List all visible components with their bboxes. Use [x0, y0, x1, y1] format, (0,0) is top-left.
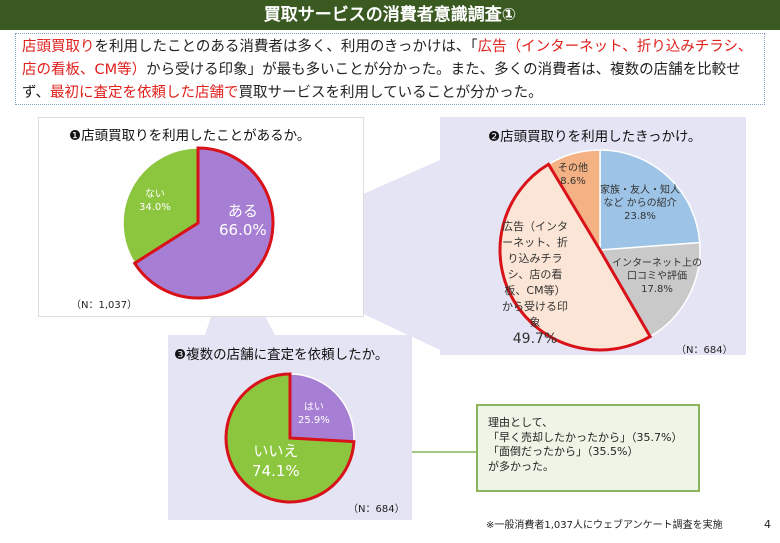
slice-label: 広告（インターネット、折り込みチラシ、店の看板、CM等）から受ける印象 49.7% [502, 220, 568, 347]
summary-part: を利用したことのある消費者は多く、利用のきっかけは、「 [94, 39, 478, 55]
summary-part: 買取サービスを利用していることが分かった。 [238, 85, 543, 101]
chart-title: ❷店頭買取りを利用したきっかけ。 [488, 129, 702, 145]
chart-panel-q3: ❸複数の店舗に査定を依頼したか。 はい 25.9% いいえ 74.1% （N：684… [168, 335, 412, 520]
chart-title: ❶店頭買取りを利用したことがあるか。 [69, 128, 311, 144]
slice-label: ある 66.0% [219, 202, 267, 239]
reason-line: が多かった。 [488, 459, 554, 473]
reason-line: 理由として、 [488, 416, 554, 429]
pie-slice [599, 149, 701, 251]
page-number: 4 [764, 518, 771, 531]
slice-label: その他 8.6% [558, 163, 588, 187]
reason-box: 理由として、 「早く売却したかったから」（35.7%） 「面倒だったから」（35… [476, 404, 700, 492]
sample-size: （N：684） [348, 504, 405, 515]
pie-slice [289, 373, 355, 443]
summary-part: 店頭買取り [22, 39, 95, 55]
chart-panel-q1: ❶店頭買取りを利用したことがあるか。 ある 66.0% ない 34.0% （N：1,… [38, 117, 364, 317]
highlight-outline [224, 372, 356, 504]
page-title: 買取サービスの消費者意識調査① [0, 0, 780, 30]
footnote: ※一般消費者1,037人にウェブアンケート調査を実施 [486, 520, 723, 531]
reason-line: 「早く売却したかったから」（35.7%） [488, 430, 683, 444]
slice-label: はい 25.9% [298, 402, 330, 426]
sample-size: （N：1,037） [71, 300, 138, 311]
slice-label: ない 34.0% [139, 189, 171, 213]
highlight-outline [132, 146, 275, 300]
pie-chart-q2 [498, 149, 701, 352]
pie-chart-q1 [122, 146, 275, 300]
summary-part: 最初に査定を依頼した店舗で [50, 85, 239, 101]
chart-title: ❸複数の店舗に査定を依頼したか。 [174, 347, 389, 363]
sample-size: （N：684） [676, 345, 733, 356]
chart-panel-q2: ❷店頭買取りを利用したきっかけ。 家族・友人・知人など からの紹介 23.8% イ… [440, 117, 746, 356]
pie-chart-q3 [224, 372, 356, 504]
summary-part: から受ける印象」が最も多いことが分かった。また、多くの消費者は、複数の店舗を比較… [22, 62, 741, 101]
summary-box: 店頭買取りを利用したことのある消費者は多く、利用のきっかけは、「広告（インターネ… [15, 33, 765, 105]
reason-line: 「面倒だったから」（35.5%） [488, 445, 639, 458]
slice-label: いいえ 74.1% [252, 442, 300, 480]
summary-part: 広告（インターネット、折り込みチラシ、店の看板、CM等） [22, 39, 753, 78]
slice-label: 家族・友人・知人など からの紹介 23.8% [600, 185, 680, 222]
highlight-outline [498, 162, 653, 352]
pie-slice [598, 241, 701, 338]
slice-label: インターネット上の口コミや評価 17.8% [612, 258, 702, 295]
